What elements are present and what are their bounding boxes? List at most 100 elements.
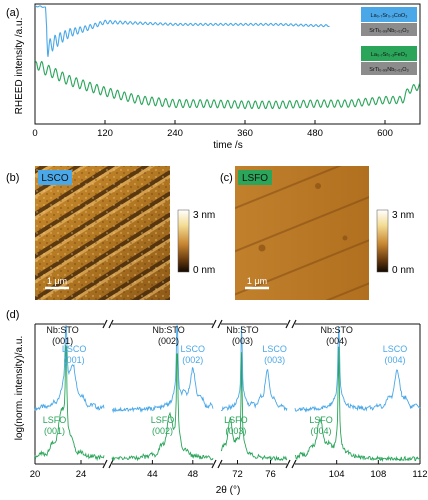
xrd-axis-break [291, 459, 297, 469]
afm-lsfo-colorbar-max: 3 nm [392, 210, 414, 221]
xrd-peak-label: (002) [158, 336, 179, 346]
xrd-peak-label: (003) [232, 336, 253, 346]
afm-lsfo-colorbar-min: 0 nm [392, 265, 414, 276]
xrd-axis-break [108, 459, 114, 469]
rheed-x-ticks: 0 120 240 360 480 600 [32, 120, 393, 139]
afm-lsfo-scale-label: 1 μm [247, 276, 267, 286]
xrd-lsco-trace [111, 325, 214, 414]
xrd-x-ticks: 20 24 44 48 72 76 104 108 112 [30, 460, 428, 480]
xrd-panel: (d) 20 24 44 48 72 76 104 108 112 Nb:STO(001)LSC… [6, 309, 428, 496]
xrd-axis-break [102, 319, 108, 329]
xrd-peak-label: (003) [264, 355, 285, 365]
xrd-peak-label: Nb:STO [226, 325, 258, 335]
rheed-x-tick-label: 240 [167, 128, 183, 139]
xrd-plot-frame [34, 319, 421, 469]
xrd-lsfo-trace [220, 352, 288, 462]
xrd-peak-label: Nb:STO [46, 325, 78, 335]
xrd-x-tick-label: 112 [412, 469, 427, 480]
xrd-axis-break [285, 319, 291, 329]
legend-lsco-substrate-label: SrTi₀.₉₉Nb₀.₀₁O₃ [369, 28, 409, 34]
xrd-peak-label: (001) [64, 355, 85, 365]
xrd-lsco-trace [34, 325, 105, 411]
xrd-x-tick-label: 72 [232, 469, 243, 480]
xrd-x-tick-label: 24 [76, 469, 87, 480]
xrd-lsco-trace [220, 325, 288, 412]
xrd-peak-label: (003) [225, 426, 246, 436]
xrd-peak-label: LSFO [151, 415, 175, 425]
afm-lsfo-pit [315, 183, 321, 189]
panel-b-letter: (b) [6, 172, 19, 184]
xrd-axis-break [291, 319, 297, 329]
xrd-peak-label: Nb:STO [152, 325, 184, 335]
xrd-peak-label: (004) [311, 426, 332, 436]
rheed-x-tick-label: 360 [237, 128, 253, 139]
xrd-axis-break [285, 459, 291, 469]
xrd-x-tick-label: 48 [188, 469, 199, 480]
xrd-lsfo-trace [294, 346, 421, 463]
legend-lsfo-film-label: La₀.₇Sr₀.₃FeO₃ [371, 52, 407, 58]
xrd-peak-label: LSFO [224, 415, 248, 425]
legend-lsco-substrate-swatch [361, 23, 417, 36]
xrd-peak-label: LSCO [62, 344, 87, 354]
afm-lsco-colorbar [177, 209, 190, 273]
xrd-axis-break [108, 319, 114, 329]
panel-a-letter: (a) [6, 7, 19, 19]
xrd-lsco-trace [294, 325, 421, 413]
xrd-x-tick-label: 20 [30, 469, 41, 480]
rheed-lsco-trace [34, 5, 330, 57]
afm-lsfo-panel: (c) LSFO 1 μm 3 nm 0 nm [220, 166, 414, 300]
xrd-peak-label: LSFO [43, 415, 67, 425]
afm-lsco-colorbar-max: 3 nm [193, 210, 215, 221]
rheed-plot-frame [34, 3, 421, 125]
xrd-peak-label: (004) [384, 355, 405, 365]
rheed-x-tick-label: 0 [32, 128, 37, 139]
afm-lsfo-pit [342, 235, 348, 241]
rheed-x-axis-label: time /s [213, 140, 242, 151]
xrd-peak-label: LSFO [309, 415, 333, 425]
legend-lsfo-substrate-label: SrTi₀.₉₉Nb₀.₀₁O₃ [369, 67, 409, 73]
rheed-panel: (a) 0 120 240 360 480 600 time /s RHEED inten… [6, 3, 421, 151]
legend-lsco-film-label: La₀.₇Sr₀.₃CoO₃ [371, 13, 408, 19]
rheed-lsfo-trace [34, 59, 421, 110]
xrd-peak-label: (004) [326, 336, 347, 346]
afm-lsfo-pit [258, 244, 266, 252]
rheed-x-tick-label: 480 [307, 128, 323, 139]
xrd-axis-break [211, 459, 217, 469]
afm-lsfo-terraces [235, 166, 369, 300]
rheed-x-tick-label: 120 [97, 128, 113, 139]
panel-c-letter: (c) [220, 172, 233, 184]
xrd-lsfo-trace [34, 344, 105, 462]
rheed-traces [34, 5, 421, 110]
xrd-peak-labels: Nb:STO(001)LSCO(001)LSFO(001)Nb:STO(002)… [43, 325, 407, 436]
rheed-y-axis-label: RHEED intensity /a.u. [14, 18, 25, 115]
legend-lsco: La₀.₇Sr₀.₃CoO₃ SrTi₀.₉₉Nb₀.₀₁O₃ [361, 7, 417, 36]
xrd-x-tick-label: 76 [265, 469, 276, 480]
legend-lsco-film-swatch [361, 7, 417, 22]
xrd-peak-label: LSCO [181, 344, 206, 354]
xrd-axis-break [102, 459, 108, 469]
afm-lsco-scale-label: 1 μm [47, 276, 67, 286]
xrd-y-axis-label: log(norm. intensity)/a.u. [14, 336, 25, 441]
xrd-traces [34, 325, 421, 463]
xrd-axis-break [217, 459, 223, 469]
xrd-peak-label: LSCO [262, 344, 287, 354]
afm-lsfo-tag-background [238, 170, 272, 185]
afm-lsfo-colorbar [376, 209, 389, 273]
panel-d-letter: (d) [6, 309, 19, 321]
xrd-x-tick-label: 108 [370, 469, 386, 480]
xrd-axis-break [217, 319, 223, 329]
legend-lsfo-substrate-swatch [361, 62, 417, 75]
xrd-lsfo-trace [111, 353, 214, 462]
legend-lsfo: La₀.₇Sr₀.₃FeO₃ SrTi₀.₉₉Nb₀.₀₁O₃ [361, 46, 417, 75]
xrd-peak-label: (002) [182, 355, 203, 365]
afm-lsco-tag-background [38, 170, 72, 185]
xrd-peak-label: LSCO [383, 344, 408, 354]
xrd-peak-label: (001) [52, 336, 73, 346]
rheed-x-tick-label: 600 [377, 128, 393, 139]
xrd-x-tick-label: 44 [147, 469, 158, 480]
xrd-axis-break [211, 319, 217, 329]
afm-lsco-tag: LSCO [41, 173, 68, 184]
xrd-x-axis-label: 2θ (°) [216, 485, 241, 496]
afm-lsco-colorbar-min: 0 nm [193, 265, 215, 276]
